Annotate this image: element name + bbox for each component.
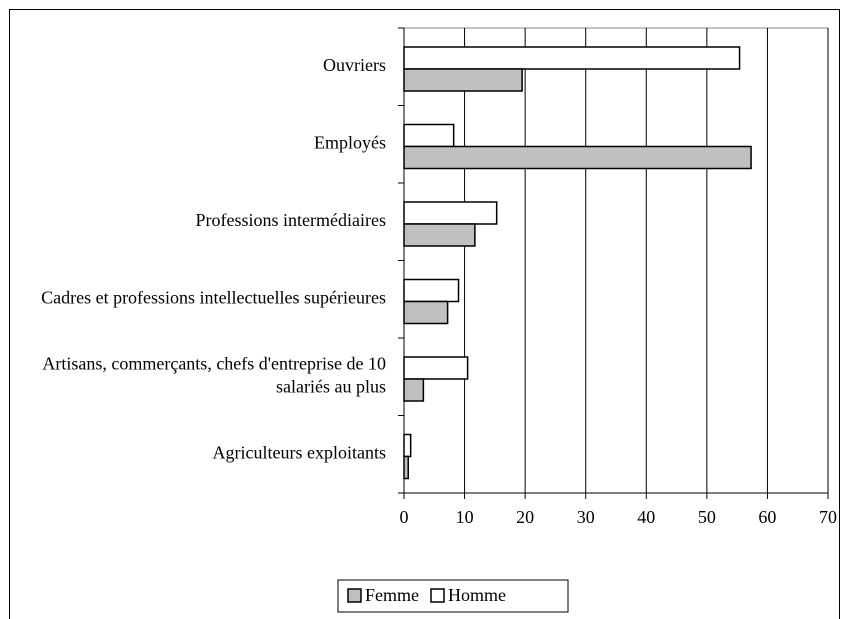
y-tick-label: Artisans, commerçants, chefs d'entrepris… xyxy=(42,353,386,396)
frame xyxy=(9,9,840,619)
x-tick-label: 60 xyxy=(758,507,776,527)
x-tick-label: 50 xyxy=(698,507,716,527)
legend-label: Femme xyxy=(365,585,419,605)
y-tick-label: Professions intermédiaires xyxy=(196,210,386,230)
y-tick-label: Ouvriers xyxy=(323,55,386,75)
plot-area xyxy=(403,27,829,494)
bar xyxy=(403,300,449,325)
y-tick-label: Cadres et professions intellectuelles su… xyxy=(41,287,386,307)
bar xyxy=(403,378,425,402)
x-tick-label: 70 xyxy=(819,507,837,527)
x-tick-label: 30 xyxy=(577,507,595,527)
bar xyxy=(403,356,469,380)
bar xyxy=(403,433,412,458)
bar xyxy=(403,455,409,480)
bar xyxy=(403,123,455,148)
x-tick-label: 40 xyxy=(637,507,655,527)
legend-swatch xyxy=(347,588,362,603)
bar xyxy=(403,145,752,170)
x-tick-label: 20 xyxy=(516,507,534,527)
y-tick-label: Employés xyxy=(314,132,386,152)
legend-label: Homme xyxy=(448,585,506,605)
bar xyxy=(403,46,741,70)
y-tick-label: Agriculteurs exploitants xyxy=(213,442,386,462)
bar xyxy=(403,223,476,247)
x-tick-label: 10 xyxy=(456,507,474,527)
bar xyxy=(403,278,460,303)
bar xyxy=(403,201,498,225)
bar xyxy=(403,68,523,92)
legend-box xyxy=(337,579,569,613)
legend-swatch xyxy=(430,588,445,603)
x-tick-label: 0 xyxy=(400,507,409,527)
